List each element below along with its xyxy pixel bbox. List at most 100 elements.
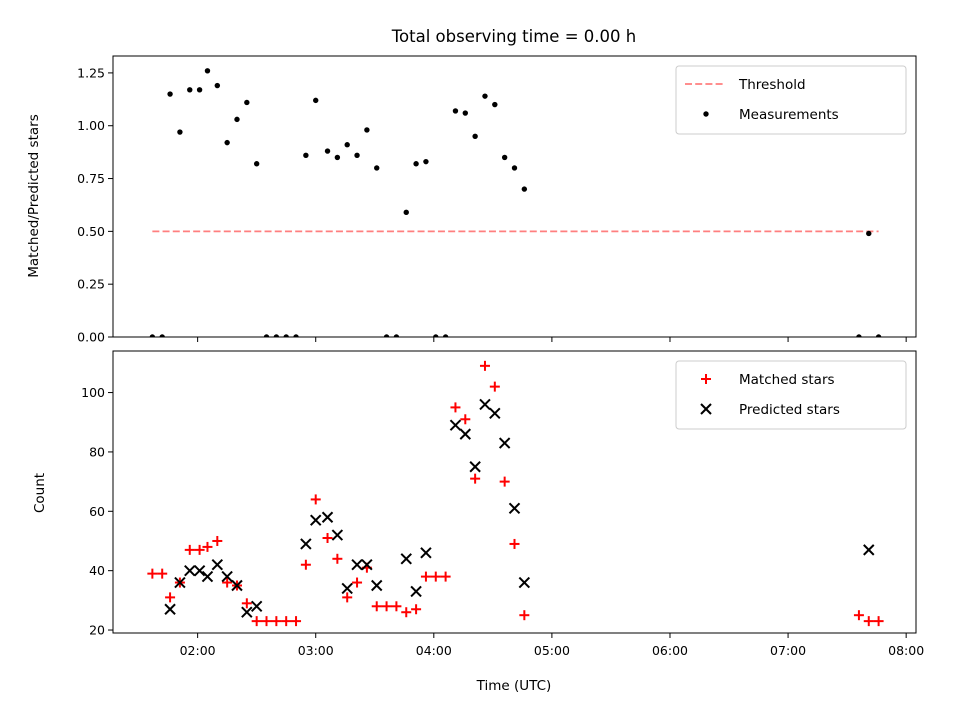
- predicted-stars-point: [371, 579, 383, 592]
- measurements-point: [196, 87, 203, 93]
- bottom-y-tick-label: 60: [89, 504, 105, 519]
- legend-measurements-label: Measurements: [739, 107, 839, 123]
- measurements-point: [273, 334, 280, 337]
- top-y-tick-label: 0.25: [77, 277, 105, 292]
- top-panel: 0.00 0.25 0.50 0.75 1.00 1.25 Threshold Measure…: [77, 55, 917, 345]
- matched-stars-point: [411, 604, 422, 615]
- bottom-y-tick-label: 80: [89, 444, 105, 459]
- bottom-legend: Matched stars Predicted stars: [675, 360, 907, 430]
- measurements-point: [403, 209, 409, 216]
- legend-matched-stars-label: Matched stars: [739, 372, 835, 388]
- x-tick-label: 07:00: [770, 643, 806, 658]
- matched-stars-point: [430, 571, 441, 582]
- top-y-tick-label: 1.25: [77, 65, 105, 80]
- legend-threshold-label: Threshold: [738, 77, 806, 93]
- top-y-tick-label: 0.50: [77, 224, 105, 239]
- matched-stars-point: [440, 571, 451, 582]
- top-y-tick-label: 1.00: [77, 118, 105, 133]
- predicted-stars-point: [193, 564, 206, 577]
- measurements-point: [511, 165, 518, 171]
- matched-stars-point: [420, 571, 431, 582]
- measurements-point: [149, 334, 156, 337]
- top-y-tick-label: 0.00: [77, 330, 105, 345]
- x-tick-label: 02:00: [180, 643, 216, 658]
- matched-stars-point: [853, 610, 864, 621]
- top-y-tick-label: 0.75: [77, 171, 105, 186]
- matched-stars-point: [342, 592, 353, 603]
- matched-stars-point: [291, 616, 302, 627]
- bottom-panel: 20 40 60 80 100 02:00 03:00 04:00 05:00 06:00 07:0…: [81, 350, 924, 658]
- predicted-stars-point: [351, 559, 363, 571]
- predicted-stars-point: [400, 553, 412, 565]
- measurements-point: [374, 165, 380, 171]
- predicted-stars-point: [459, 428, 472, 440]
- predicted-stars-point: [241, 606, 253, 618]
- matched-stars-point: [460, 414, 471, 425]
- measurements-point: [856, 334, 862, 337]
- measurements-point: [324, 148, 331, 154]
- predicted-stars-point: [310, 514, 322, 526]
- measurements-point: [433, 334, 439, 337]
- legend-predicted-stars-label: Predicted stars: [739, 402, 840, 418]
- measurements-point: [462, 110, 468, 116]
- predicted-stars-point: [164, 603, 176, 615]
- matched-stars-point: [401, 607, 412, 618]
- measurements-point: [263, 334, 270, 337]
- measurements-point: [364, 127, 370, 133]
- matched-stars-point: [212, 535, 223, 546]
- predicted-stars-point: [250, 600, 263, 612]
- matched-stars-point: [184, 544, 195, 555]
- predicted-stars-point: [184, 564, 196, 577]
- bottom-axes-frame: [112, 350, 917, 634]
- measurements-point: [482, 93, 488, 99]
- predicted-stars-point: [321, 511, 334, 523]
- top-y-axis-label: Matched/Predicted stars: [26, 114, 42, 277]
- matched-stars-point: [470, 473, 481, 484]
- x-tick-label: 04:00: [416, 643, 452, 658]
- measurements-point: [293, 334, 299, 337]
- matched-stars-point: [489, 381, 500, 392]
- matched-stars-point: [391, 601, 402, 612]
- predicted-stars-point: [489, 407, 501, 420]
- measurements-point: [442, 334, 449, 337]
- predicted-stars-point: [174, 576, 186, 589]
- predicted-stars-point: [410, 585, 422, 598]
- predicted-stars-point: [469, 461, 481, 473]
- legend-predicted-stars-handle: [700, 403, 712, 415]
- measurements-point: [344, 142, 350, 148]
- predicted-stars-point: [420, 547, 432, 559]
- matched-stars-point: [222, 577, 233, 588]
- measurements-point: [423, 158, 429, 165]
- measurements-point: [313, 97, 319, 104]
- predicted-stars-point: [361, 559, 373, 571]
- measurements-point: [501, 154, 508, 161]
- measurements-point: [224, 139, 230, 146]
- bottom-y-tick-label: 20: [89, 623, 105, 638]
- measurements-point: [472, 133, 478, 139]
- measurements-point: [204, 68, 211, 74]
- measurements-point: [303, 152, 309, 159]
- measurements-point: [383, 334, 390, 337]
- measurements-point: [875, 334, 882, 337]
- matched-stars-point: [300, 559, 311, 570]
- matched-stars-point: [165, 592, 176, 603]
- measurements-point: [187, 87, 193, 93]
- legend-measurements-handle: [703, 111, 709, 117]
- matched-stars-point: [519, 610, 530, 621]
- matched-stars-point: [499, 476, 510, 487]
- predicted-stars-point: [341, 582, 353, 595]
- predicted-stars-point: [201, 570, 214, 583]
- matched-stars-point: [450, 402, 461, 413]
- measurements-point: [334, 154, 341, 161]
- x-tick-label: 06:00: [652, 643, 688, 658]
- predicted-stars-point: [479, 398, 491, 411]
- predicted-stars-point: [221, 570, 233, 583]
- predicted-stars-point: [211, 559, 224, 571]
- measurements-point: [253, 161, 260, 167]
- measurements-point: [521, 186, 528, 192]
- measurements-point: [283, 334, 289, 337]
- matched-stars-point: [863, 616, 874, 627]
- measurements-point: [244, 99, 250, 106]
- measurements-point: [234, 116, 240, 123]
- x-axis-label: Time (UTC): [476, 678, 552, 694]
